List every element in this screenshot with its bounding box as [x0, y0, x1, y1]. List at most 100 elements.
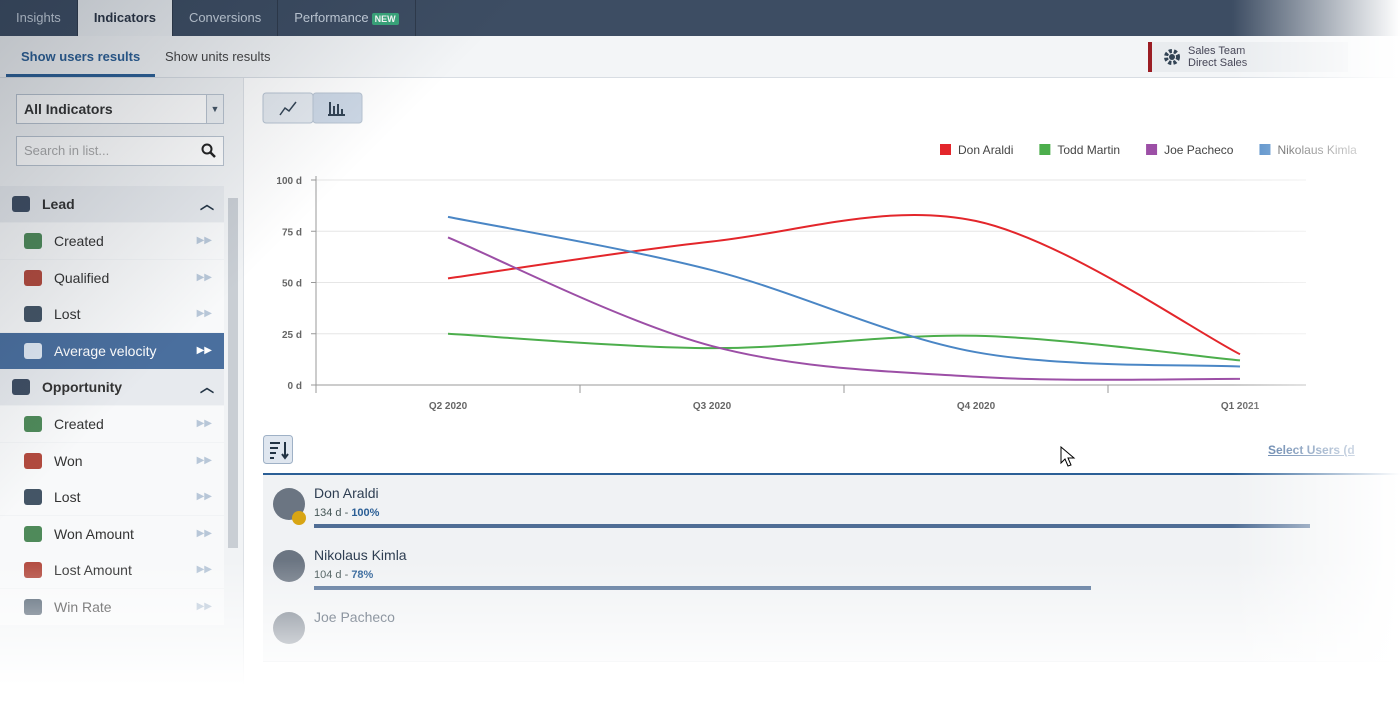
- avatar: [273, 550, 305, 582]
- item-arrow: ▶▶: [197, 552, 212, 588]
- item-icon: [24, 599, 42, 615]
- user-stat: 104 d - 78%: [314, 569, 373, 581]
- indicator-item[interactable]: Created▶▶: [0, 406, 224, 442]
- select-users-link[interactable]: Select Users (d: [1268, 443, 1355, 457]
- item-arrow: ▶▶: [197, 443, 212, 479]
- tab-label: Indicators: [94, 10, 156, 25]
- series-line: [448, 237, 1240, 379]
- tab-label: Insights: [16, 10, 61, 25]
- legend-swatch: [940, 144, 951, 155]
- group-header[interactable]: Lead︿: [0, 186, 224, 222]
- indicator-item[interactable]: Created▶▶: [0, 223, 224, 259]
- tab-badge: NEW: [372, 13, 399, 25]
- collapse-icon: ︿: [200, 369, 214, 405]
- search-icon: [201, 143, 217, 159]
- item-arrow: ▶▶: [197, 333, 212, 369]
- team-sub: Direct Sales: [1188, 57, 1348, 69]
- item-arrow: ▶▶: [197, 260, 212, 296]
- x-tick-label: Q3 2020: [693, 401, 732, 412]
- stat-percent: 100%: [351, 507, 379, 519]
- item-arrow: ▶▶: [197, 406, 212, 442]
- indicator-item[interactable]: Won▶▶: [0, 443, 224, 479]
- tab-bar: Insights Indicators Conversions Performance…: [0, 0, 1400, 36]
- item-arrow: ▶▶: [197, 479, 212, 515]
- search-placeholder: Search in list...: [24, 143, 109, 158]
- group-icon: [12, 379, 30, 395]
- x-tick-label: Q2 2020: [429, 401, 468, 412]
- indicator-item[interactable]: Average velocity▶▶: [0, 333, 224, 369]
- chart: 0 d25 d50 d75 d100 dQ2 2020Q3 2020Q4 202…: [244, 78, 1400, 438]
- item-icon: [24, 233, 42, 249]
- group-header[interactable]: Opportunity︿: [0, 369, 224, 405]
- item-icon: [24, 416, 42, 432]
- item-icon: [24, 343, 42, 359]
- sort-button[interactable]: [263, 435, 295, 465]
- tab[interactable]: Performance NEW: [278, 0, 415, 36]
- y-tick-label: 100 d: [276, 176, 302, 187]
- stat-value: 134 d: [314, 507, 342, 519]
- legend-label: Todd Martin: [1057, 143, 1120, 157]
- y-tick-label: 75 d: [282, 227, 302, 238]
- tab[interactable]: Conversions: [173, 0, 278, 36]
- item-arrow: ▶▶: [197, 516, 212, 552]
- indicator-item[interactable]: Won Amount▶▶: [0, 516, 224, 552]
- team-name: Sales Team: [1188, 45, 1348, 57]
- tab-label: Performance: [294, 10, 368, 25]
- y-tick-label: 25 d: [282, 330, 302, 341]
- avatar: [273, 612, 305, 644]
- series-line: [448, 334, 1240, 361]
- tab[interactable]: Indicators: [78, 0, 173, 36]
- indicator-item[interactable]: Win Rate▶▶: [0, 589, 224, 625]
- item-icon: [24, 306, 42, 322]
- user-stat: 134 d - 100%: [314, 507, 379, 519]
- item-icon: [24, 489, 42, 505]
- sidebar: All Indicators ▼ Search in list... Lead︿…: [0, 78, 244, 700]
- item-arrow: ▶▶: [197, 296, 212, 332]
- stat-percent: 78%: [351, 569, 373, 581]
- indicator-item[interactable]: Lost▶▶: [0, 479, 224, 515]
- y-tick-label: 50 d: [282, 279, 302, 290]
- user-name: Nikolaus Kimla: [314, 547, 407, 563]
- cursor: [1060, 446, 1076, 468]
- user-name: Don Araldi: [314, 485, 379, 501]
- user-row[interactable]: Joe Pacheco: [263, 599, 1400, 662]
- item-icon: [24, 453, 42, 469]
- dropdown-label: All Indicators: [24, 101, 113, 117]
- x-tick-label: Q1 2021: [1221, 401, 1260, 412]
- group-icon: [12, 196, 30, 212]
- gear-icon: [1162, 47, 1182, 67]
- team-selector[interactable]: Sales Team Direct Sales: [1148, 42, 1348, 72]
- indicator-item[interactable]: Qualified▶▶: [0, 260, 224, 296]
- item-arrow: ▶▶: [197, 589, 212, 625]
- x-tick-label: Q4 2020: [957, 401, 996, 412]
- progress-bar: [314, 586, 1091, 590]
- indicator-item[interactable]: Lost Amount▶▶: [0, 552, 224, 588]
- search-input[interactable]: Search in list...: [16, 136, 224, 166]
- subtab[interactable]: Show units results: [165, 36, 271, 77]
- tab[interactable]: Insights: [0, 0, 78, 36]
- user-row[interactable]: Don Araldi 134 d - 100%: [263, 475, 1400, 538]
- collapse-icon: ︿: [200, 186, 214, 222]
- scrollbar[interactable]: [228, 198, 238, 548]
- item-icon: [24, 562, 42, 578]
- item-arrow: ▶▶: [197, 223, 212, 259]
- dropdown-arrow: ▼: [206, 95, 223, 123]
- tab-label: Conversions: [189, 10, 261, 25]
- legend-label: Joe Pacheco: [1164, 143, 1234, 157]
- user-list: Don Araldi 134 d - 100% Nikolaus Kimla 104 …: [263, 473, 1400, 702]
- stat-value: 104 d: [314, 569, 342, 581]
- user-row[interactable]: Nikolaus Kimla 104 d - 78%: [263, 537, 1400, 600]
- subtab[interactable]: Show users results: [6, 36, 155, 77]
- user-name: Joe Pacheco: [314, 609, 395, 625]
- progress-bar: [314, 524, 1310, 528]
- item-icon: [24, 270, 42, 286]
- dropdown[interactable]: All Indicators ▼: [16, 94, 224, 124]
- item-icon: [24, 526, 42, 542]
- legend-label: Don Araldi: [958, 143, 1013, 157]
- legend-swatch: [1146, 144, 1157, 155]
- legend-label: Nikolaus Kimla: [1277, 143, 1357, 157]
- badge-icon: [292, 511, 306, 525]
- indicator-item[interactable]: Lost▶▶: [0, 296, 224, 332]
- line-view-button[interactable]: [263, 93, 313, 123]
